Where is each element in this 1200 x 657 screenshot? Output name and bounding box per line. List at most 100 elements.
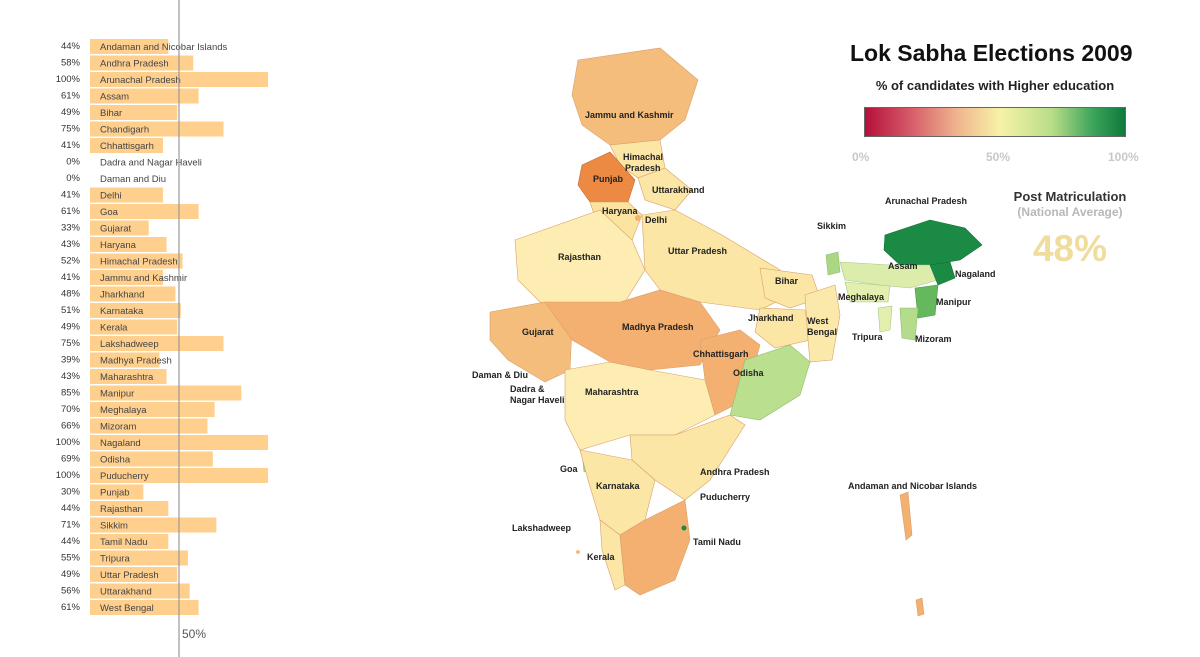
bar-category-label: Rajasthan — [100, 504, 143, 515]
color-scale-legend — [864, 107, 1126, 137]
map-label-nagaland: Nagaland — [955, 269, 996, 279]
bar-andaman-and-nicobar-islands — [90, 39, 169, 54]
bar-category-label: Puducherry — [100, 471, 149, 482]
bar-jammu-and-kashmir — [90, 270, 163, 285]
bar-bihar — [90, 105, 178, 120]
bar-value-label: 48% — [61, 289, 81, 300]
bar-category-label: Arunachal Pradesh — [100, 75, 181, 86]
bar-manipur — [90, 385, 242, 401]
bar-value-label: 75% — [61, 124, 81, 135]
bar-haryana — [90, 237, 167, 252]
bar-goa — [90, 204, 199, 219]
map-label-dadra-nagar-haveli: Dadra & Nagar Haveli — [510, 384, 565, 405]
map-label-maharashtra: Maharashtra — [585, 387, 640, 397]
bar-value-label: 41% — [61, 272, 81, 283]
bar-category-label: Mizoram — [100, 422, 137, 433]
region-arunachal — [883, 219, 983, 266]
map-label-madhya-pradesh: Madhya Pradesh — [622, 322, 694, 332]
map-label-tripura: Tripura — [852, 332, 884, 342]
bar-category-label: Delhi — [100, 191, 122, 202]
bar-category-label: Himachal Pradesh — [100, 257, 178, 268]
bar-value-label: 49% — [61, 569, 81, 580]
bar-mizoram — [90, 418, 208, 434]
region-sikkim — [825, 251, 841, 276]
reference-line-label: 50% — [182, 627, 206, 641]
region-manipur — [914, 284, 939, 319]
bar-category-label: Nagaland — [100, 438, 141, 449]
map-label-tamil-nadu: Tamil Nadu — [693, 537, 741, 547]
map-label-karnataka: Karnataka — [596, 481, 641, 491]
bar-tamil-nadu — [90, 534, 169, 549]
chart-title: Lok Sabha Elections 2009 — [850, 40, 1133, 66]
region-tripura — [877, 305, 893, 333]
region-delhi — [635, 215, 641, 221]
bar-value-label: 100% — [56, 437, 81, 448]
map-label-himachal-pradesh: Himachal Pradesh — [623, 152, 663, 173]
region-nagaland — [929, 261, 956, 286]
map-label-bihar: Bihar — [775, 276, 799, 286]
bar-category-label: Tripura — [100, 554, 130, 565]
map-label-arunachal-pradesh: Arunachal Pradesh — [885, 196, 967, 206]
national-average-title: Post Matriculation — [1013, 189, 1127, 204]
national-average-subtitle: (National Average) — [1017, 205, 1123, 219]
bar-value-label: 100% — [56, 470, 81, 481]
bar-value-label: 51% — [61, 305, 81, 316]
bar-west-bengal — [90, 600, 199, 615]
bar-category-label: Madhya Pradesh — [100, 356, 172, 367]
bar-category-label: Haryana — [100, 240, 137, 251]
map-label-west-bengal: West Bengal — [807, 316, 837, 337]
legend-mid-label: 50% — [986, 150, 1011, 164]
map-label-sikkim: Sikkim — [817, 221, 846, 231]
map-label-andhra-pradesh: Andhra Pradesh — [700, 467, 770, 477]
bar-category-label: Punjab — [100, 488, 130, 499]
bar-value-label: 41% — [61, 190, 81, 201]
map-label-punjab: Punjab — [593, 174, 624, 184]
bar-value-label: 44% — [61, 41, 81, 52]
bar-value-label: 70% — [61, 404, 81, 415]
bar-chandigarh — [90, 121, 224, 137]
map-label-daman-diu: Daman & Diu — [472, 370, 528, 380]
region-maharashtra — [564, 361, 716, 451]
map-label-lakshadweep: Lakshadweep — [512, 523, 572, 533]
bar-category-label: Jammu and Kashmir — [100, 273, 187, 284]
bar-category-label: Meghalaya — [100, 405, 147, 416]
bar-category-label: West Bengal — [100, 603, 154, 614]
bar-value-label: 44% — [61, 536, 81, 547]
bar-value-label: 49% — [61, 107, 81, 118]
bar-uttarakhand — [90, 583, 190, 599]
national-average-value: 48% — [1032, 228, 1108, 269]
bar-tripura — [90, 550, 188, 566]
map-label-meghalaya: Meghalaya — [838, 292, 885, 302]
region-uttar-pradesh — [641, 209, 791, 311]
bar-category-label: Dadra and Nagar Haveli — [100, 158, 202, 169]
bar-odisha — [90, 451, 213, 467]
map-label-assam: Assam — [888, 261, 918, 271]
bar-category-label: Kerala — [100, 323, 128, 334]
region-lakshadweep — [576, 550, 580, 554]
bar-value-label: 41% — [61, 140, 81, 151]
bar-madhya-pradesh — [90, 352, 160, 368]
bar-value-label: 71% — [61, 520, 81, 531]
bar-value-label: 75% — [61, 338, 81, 349]
region-mizoram — [899, 307, 919, 341]
bar-category-label: Goa — [100, 207, 119, 218]
bar-value-label: 61% — [61, 206, 81, 217]
bar-value-label: 55% — [61, 553, 81, 564]
region-andaman-nicobar — [899, 491, 925, 617]
map-label-uttarakhand: Uttarakhand — [652, 185, 705, 195]
legend-max-label: 100% — [1108, 150, 1139, 164]
bar-rajasthan — [90, 501, 169, 516]
map-label-kerala: Kerala — [587, 552, 616, 562]
region-jharkhand — [754, 307, 811, 349]
bar-value-label: 39% — [61, 355, 81, 366]
region-puducherry — [681, 525, 687, 531]
bar-sikkim — [90, 517, 217, 533]
bar-category-label: Uttar Pradesh — [100, 570, 159, 581]
bar-value-label: 69% — [61, 454, 81, 465]
bar-jharkhand — [90, 286, 176, 302]
map-label-mizoram: Mizoram — [915, 334, 952, 344]
bar-meghalaya — [90, 402, 215, 417]
bar-category-label: Uttarakhand — [100, 587, 152, 598]
map-label-odisha: Odisha — [733, 368, 765, 378]
